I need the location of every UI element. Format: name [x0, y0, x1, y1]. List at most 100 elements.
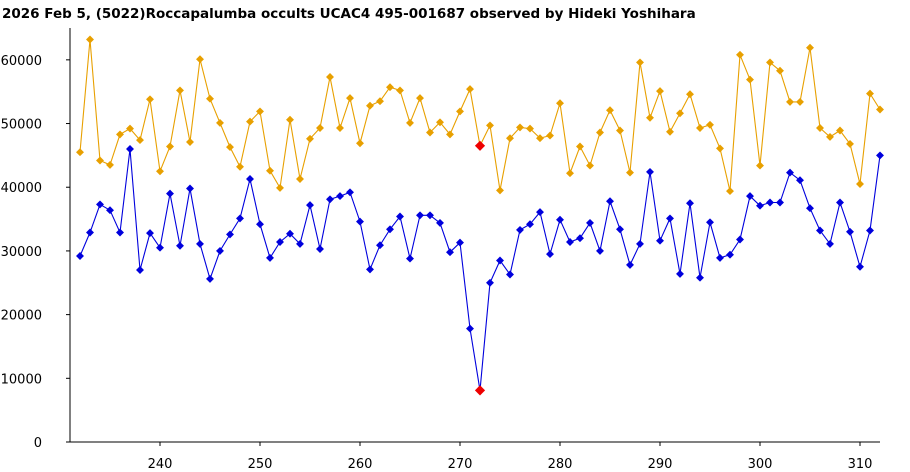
series-0-point	[326, 73, 334, 81]
series-0-point	[756, 161, 764, 170]
series-1-point	[866, 226, 874, 235]
series-0-point	[686, 90, 694, 99]
series-0-point	[336, 124, 344, 132]
series-0-point	[796, 97, 804, 106]
series-1-point	[406, 254, 414, 263]
series-1-point	[396, 212, 404, 221]
series-1-point	[806, 204, 814, 213]
series-1-point	[816, 226, 824, 235]
series-0-point	[236, 162, 244, 171]
series-1-point	[186, 184, 194, 193]
series-0-point	[726, 187, 734, 196]
series-1-point	[196, 239, 204, 248]
series-1-point	[256, 220, 264, 229]
series-1-point	[686, 199, 694, 208]
series-1-point	[146, 229, 154, 238]
series-0-point	[496, 186, 504, 195]
series-1-point	[276, 238, 284, 246]
series-1-point	[366, 265, 374, 274]
series-0-point	[296, 175, 304, 183]
series-0-point	[146, 95, 154, 104]
series-0-point	[156, 167, 164, 176]
series-1-point	[346, 188, 354, 197]
series-1-point	[226, 230, 234, 239]
series-1-point	[526, 220, 534, 229]
series-1-point	[876, 151, 884, 160]
series-0-point	[416, 94, 424, 103]
series-1-point	[216, 246, 224, 255]
series-1-point	[296, 239, 304, 248]
x-tick-label: 260	[348, 457, 373, 472]
series-1-point	[546, 250, 554, 259]
series-0-point	[446, 130, 454, 139]
series-1-point	[326, 195, 334, 204]
series-0-point	[86, 35, 94, 44]
series-1-point	[416, 211, 424, 220]
series-1-point	[656, 236, 664, 245]
series-0-point	[586, 161, 594, 170]
series-1-highlight-point	[474, 385, 486, 396]
series-1-point	[126, 145, 134, 153]
series-0-point	[116, 130, 124, 139]
y-tick-label: 10000	[1, 372, 42, 387]
series-1-point	[636, 239, 644, 248]
series-0-point	[616, 126, 624, 135]
x-tick-label: 300	[748, 457, 773, 472]
series-1-point	[706, 218, 714, 227]
series-1-point	[246, 175, 254, 183]
series-1-point	[206, 274, 214, 283]
series-1-point	[856, 262, 864, 271]
series-0-point	[266, 166, 274, 175]
series-0-point	[196, 55, 204, 64]
series-1-point	[726, 250, 734, 259]
series-0-point	[736, 50, 744, 59]
chart-title: 2026 Feb 5, (5022)Roccapalumba occults U…	[2, 6, 696, 22]
series-0-point	[376, 97, 384, 106]
series-0-highlight-point	[474, 140, 486, 151]
series-1-point	[776, 198, 784, 207]
series-1-point	[356, 217, 364, 226]
series-0-point	[786, 97, 794, 106]
series-1-point	[176, 241, 184, 250]
series-1-point	[606, 197, 614, 206]
series-1-point	[846, 227, 854, 236]
series-1-point	[106, 206, 114, 215]
series-0-point	[366, 101, 374, 110]
series-0-point	[696, 124, 704, 132]
series-1-point	[586, 218, 594, 227]
series-1-point	[496, 256, 504, 265]
series-0-point	[136, 136, 144, 145]
series-0-point	[76, 148, 84, 157]
series-0-point	[226, 143, 234, 152]
axis-ticks: 0 10000 20000 30000 40000 50000 60000 240 250 260…	[1, 54, 873, 472]
series-0-point	[396, 86, 404, 95]
y-tick-label: 40000	[1, 181, 42, 196]
series-1-point	[386, 225, 394, 234]
series-1-point	[116, 228, 124, 237]
series-0-point	[876, 105, 884, 114]
x-tick-label: 240	[148, 457, 173, 472]
series-0-point	[216, 118, 224, 127]
series-0-point	[286, 115, 294, 124]
series-1-point	[426, 211, 434, 220]
series-0-point	[666, 127, 674, 136]
series-0-point	[96, 156, 104, 165]
series-0-point	[836, 126, 844, 135]
x-tick-label: 250	[248, 457, 273, 472]
series-1-point	[436, 218, 444, 227]
series-0-point	[856, 180, 864, 188]
series-0-point	[386, 83, 394, 92]
series-1-point	[626, 260, 634, 269]
series-1-point	[466, 324, 474, 333]
series-0-point	[556, 99, 564, 108]
x-tick-label: 290	[648, 457, 673, 472]
series-0-point	[596, 128, 604, 137]
series-0-point	[306, 134, 314, 143]
series-1-point	[376, 241, 384, 250]
series-1-point	[96, 200, 104, 209]
series-0-point	[356, 139, 364, 148]
series-0-point	[626, 168, 634, 177]
y-tick-label: 30000	[1, 245, 42, 260]
series-0-point	[486, 121, 494, 130]
